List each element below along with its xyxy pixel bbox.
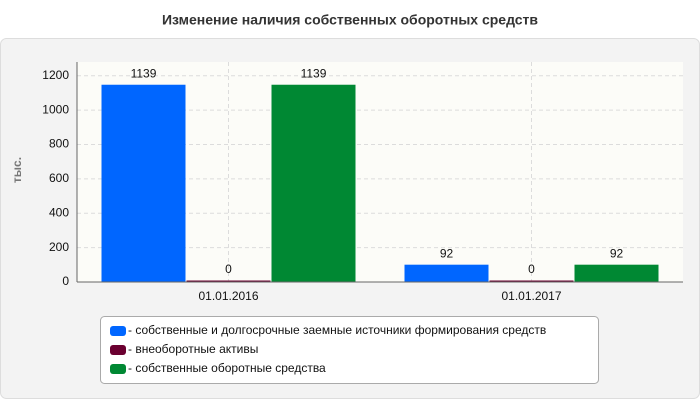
value-label: 1139 [301,66,327,80]
y-axis-label: тыс. [10,157,24,183]
legend-label: - внеоборотные активы [128,342,258,356]
y-tick-label: 600 [49,171,69,185]
legend-label: - собственные и долгосрочные заемные ист… [128,323,546,337]
bar [101,84,186,283]
legend [100,316,599,384]
y-tick-label: 0 [62,274,69,288]
y-tick-label: 1000 [42,102,69,116]
y-tick-label: 200 [49,240,69,254]
bar [574,264,659,283]
bar [271,84,356,283]
value-label: 0 [528,262,535,276]
value-label: 0 [225,262,232,276]
bar [404,264,489,283]
chart-title: Изменение наличия собственных оборотных … [162,12,538,28]
value-label: 92 [610,246,624,260]
y-tick-label: 800 [49,137,69,151]
legend-swatch [110,364,126,374]
value-label: 92 [440,246,454,260]
legend-swatch [110,326,126,336]
legend-label: - собственные оборотные средства [128,361,326,375]
x-tick-label: 01.01.2017 [501,289,561,303]
value-label: 1139 [131,66,157,80]
legend-swatch [110,345,126,355]
y-tick-label: 400 [49,205,69,219]
y-tick-label: 1200 [42,68,69,82]
x-tick-label: 01.01.2016 [198,289,258,303]
